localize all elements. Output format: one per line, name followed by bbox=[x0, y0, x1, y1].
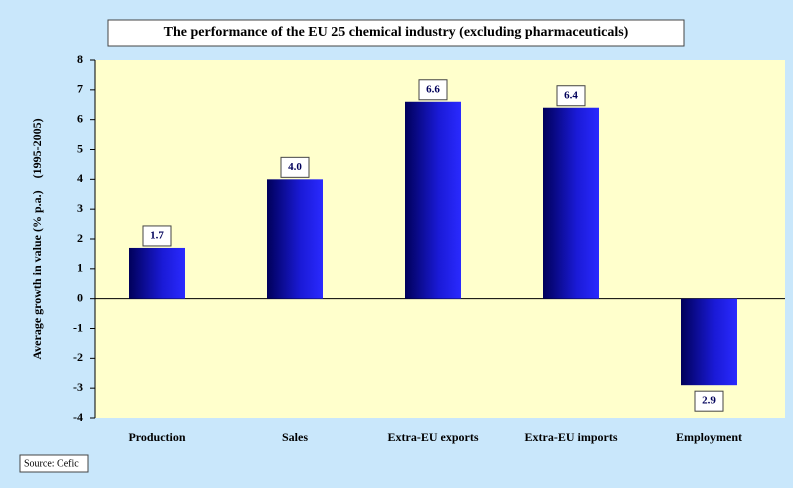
value-label: 2.9 bbox=[702, 395, 716, 407]
bar bbox=[267, 179, 323, 299]
y-tick-label: 3 bbox=[77, 201, 83, 215]
y-tick-label: 2 bbox=[77, 231, 83, 245]
value-label-box bbox=[280, 156, 310, 178]
x-tick-label: Extra-EU imports bbox=[525, 430, 618, 444]
value-label-box bbox=[694, 390, 724, 412]
y-tick-label: 1 bbox=[77, 261, 83, 275]
y-axis-label: Average growth in value (% p.a.) (1995-2… bbox=[30, 118, 44, 359]
x-tick-label: Production bbox=[128, 430, 185, 444]
y-tick-label: -4 bbox=[73, 410, 83, 424]
value-label-box bbox=[556, 85, 586, 107]
y-tick-label: 7 bbox=[77, 82, 83, 96]
value-label: 4.0 bbox=[288, 161, 302, 173]
y-tick-label: 6 bbox=[77, 111, 83, 125]
y-tick-label: 0 bbox=[77, 290, 83, 304]
value-label-box bbox=[418, 79, 448, 101]
bar bbox=[129, 247, 185, 299]
y-tick-label: 4 bbox=[77, 171, 83, 185]
bar bbox=[405, 101, 461, 299]
x-tick-label: Extra-EU exports bbox=[388, 430, 479, 444]
value-label-box bbox=[142, 225, 172, 247]
y-tick-label: -3 bbox=[73, 380, 83, 394]
value-label: 6.6 bbox=[426, 83, 440, 95]
y-tick-label: 8 bbox=[77, 52, 83, 66]
bar bbox=[543, 107, 599, 299]
y-tick-label: -1 bbox=[73, 320, 83, 334]
bar bbox=[681, 298, 737, 386]
x-tick-label: Employment bbox=[676, 430, 742, 444]
source-box bbox=[19, 454, 89, 473]
y-tick-label: -2 bbox=[73, 350, 83, 364]
value-label: 6.4 bbox=[564, 89, 578, 101]
x-tick-label: Sales bbox=[282, 430, 308, 444]
value-label: 1.7 bbox=[150, 229, 164, 241]
chart-title: The performance of the EU 25 chemical in… bbox=[164, 25, 629, 40]
title-box bbox=[107, 19, 685, 47]
y-tick-label: 5 bbox=[77, 141, 83, 155]
source: Source: Cefic bbox=[24, 458, 79, 469]
